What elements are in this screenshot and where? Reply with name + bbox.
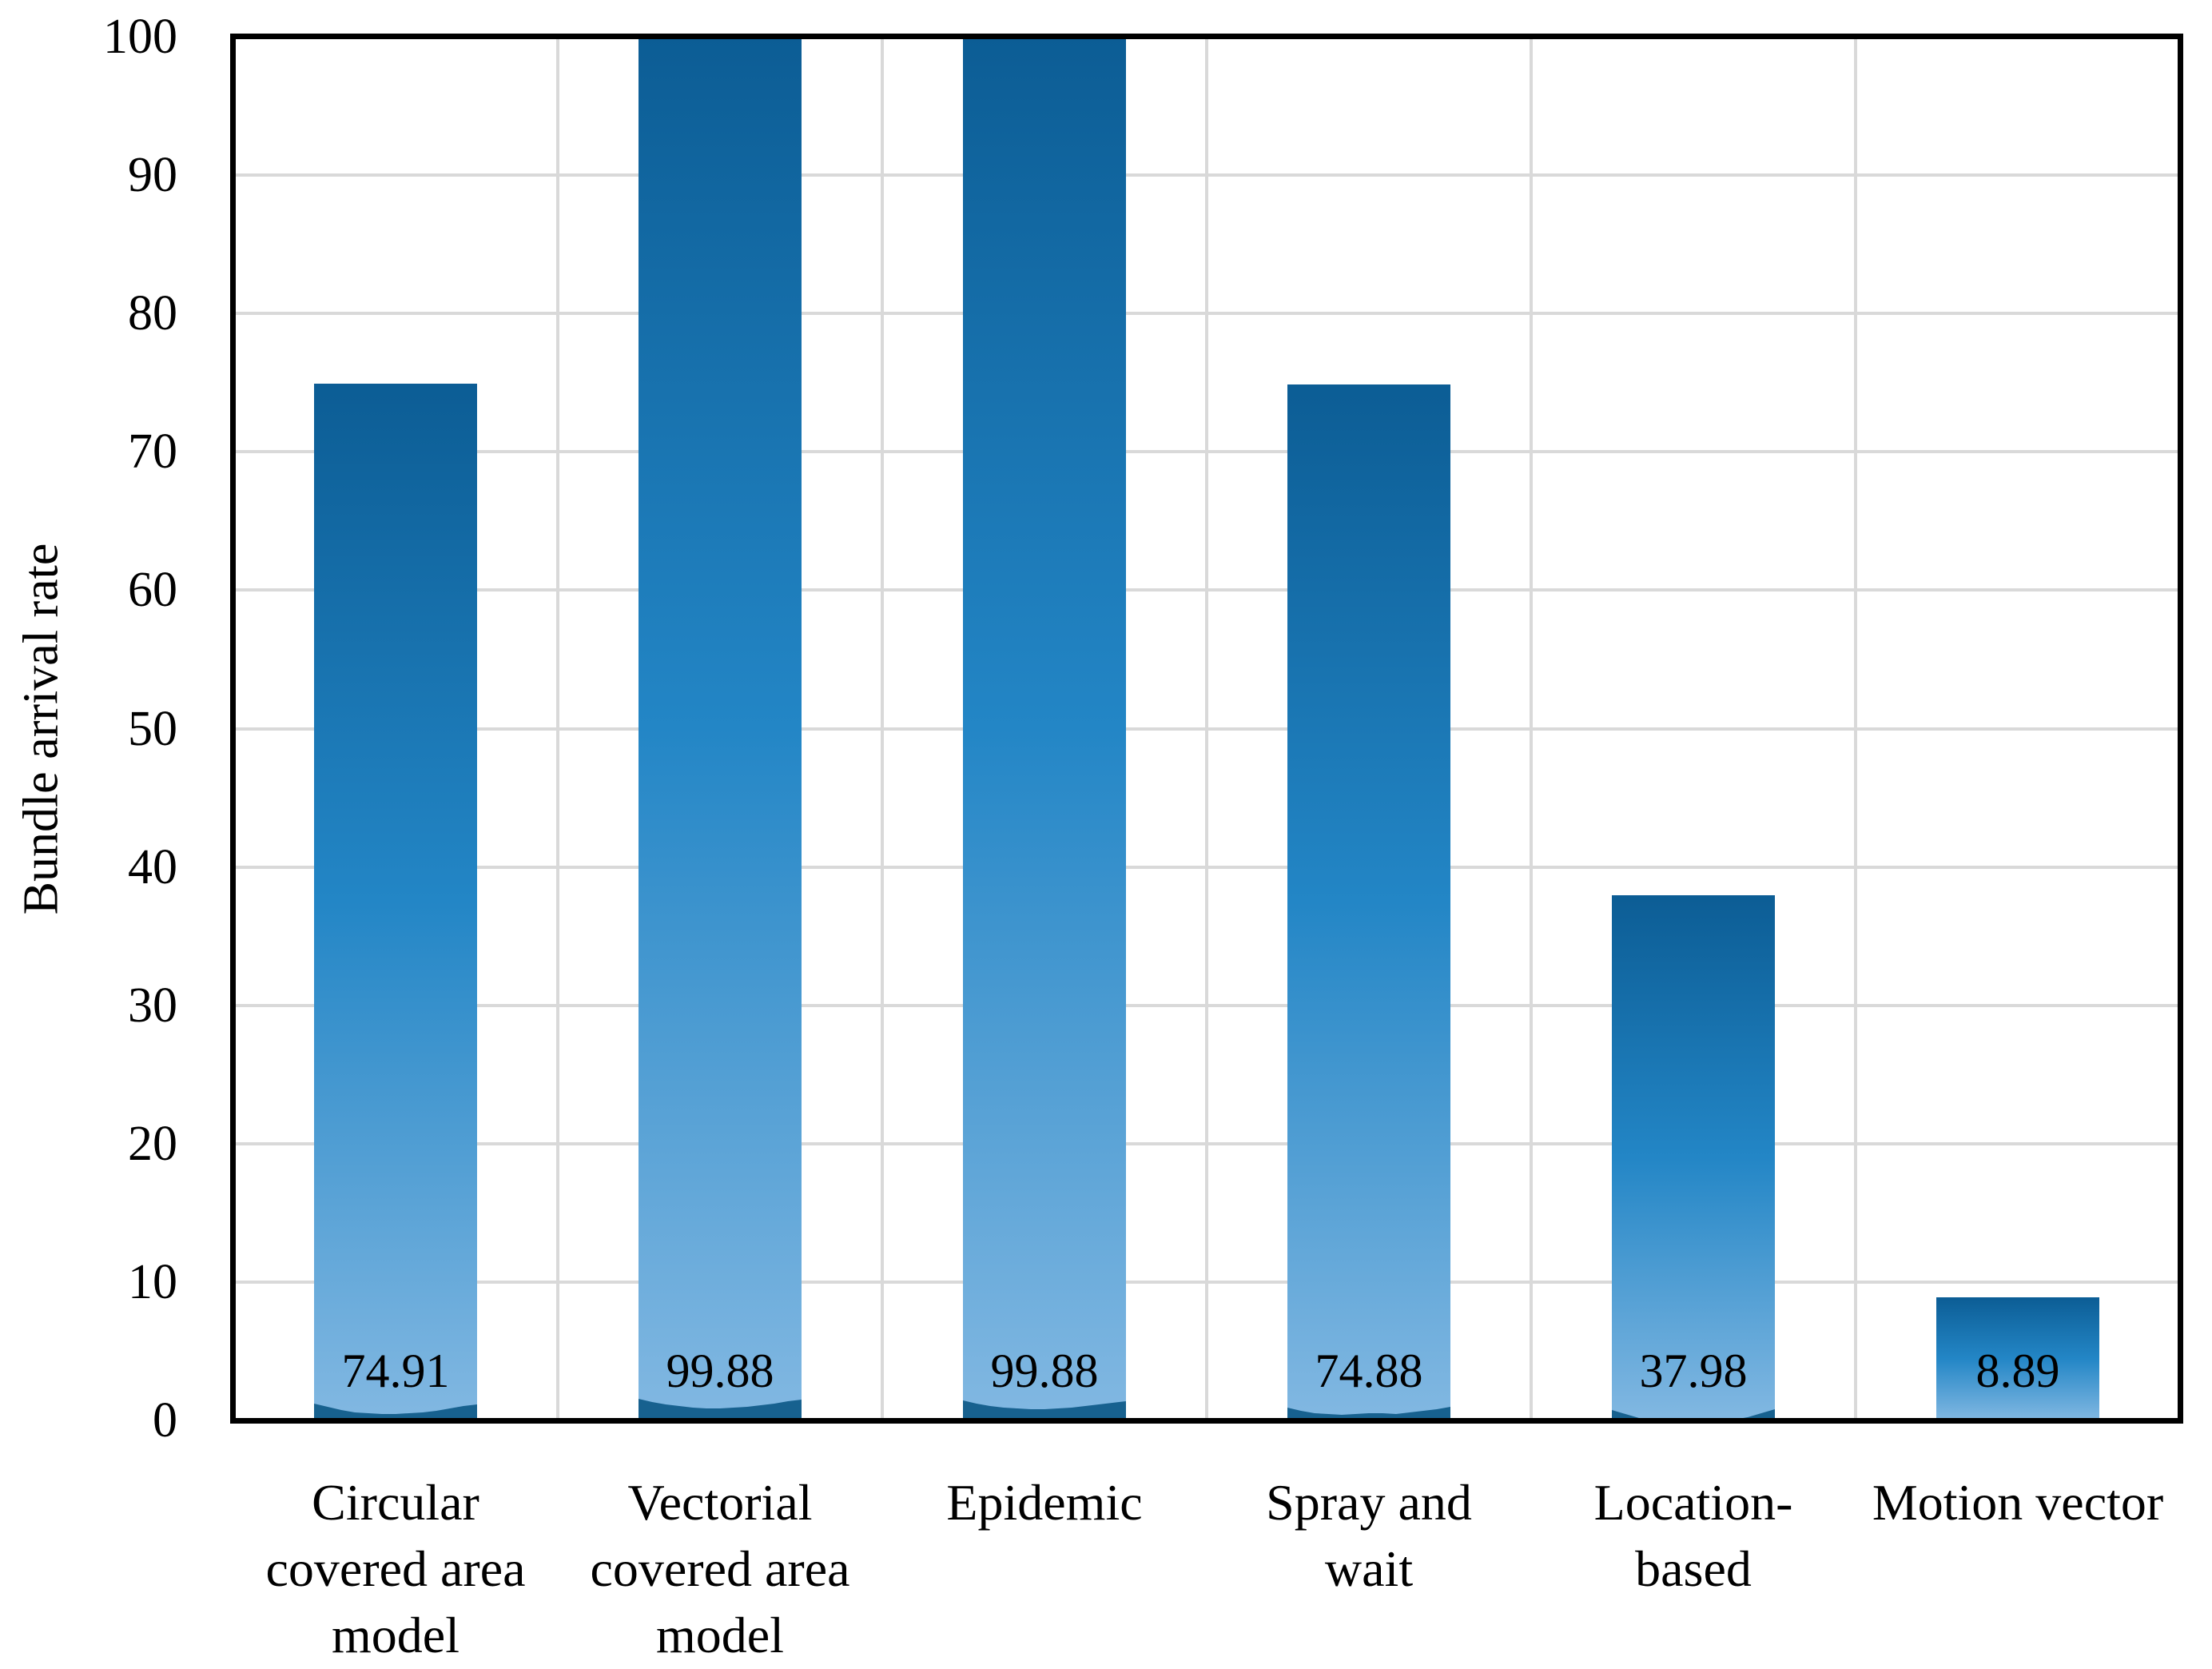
category-label-line: Location- <box>1593 1474 1793 1531</box>
bar-value-label-4: 37.98 <box>1639 1344 1748 1397</box>
bar-value-label-0: 74.91 <box>341 1344 450 1397</box>
y-tick-label-10: 10 <box>128 1254 177 1309</box>
category-label-line: Epidemic <box>946 1474 1143 1531</box>
v-gridline-5 <box>1854 37 1857 1420</box>
bar-base-wave-2 <box>963 1400 1126 1420</box>
category-label-4: Location-based <box>1531 1469 1856 1602</box>
category-label-2: Epidemic <box>882 1469 1207 1536</box>
v-gridline-2 <box>881 37 884 1420</box>
bar-4 <box>1612 894 1775 1420</box>
v-gridline-4 <box>1530 37 1533 1420</box>
bar-0 <box>314 384 477 1420</box>
bar-value-label-3: 74.88 <box>1315 1344 1423 1397</box>
y-tick-label-30: 30 <box>128 978 177 1033</box>
category-label-1: Vectorial covered area model <box>558 1469 882 1668</box>
y-tick-label-40: 40 <box>128 839 177 894</box>
bar-3 <box>1287 384 1450 1420</box>
bar-2 <box>963 38 1126 1420</box>
category-label-line: covered area <box>265 1540 526 1597</box>
bar-base-wave-3 <box>1287 1406 1450 1420</box>
category-label-0: Circular covered area model <box>233 1469 558 1668</box>
y-tick-label-100: 100 <box>103 10 177 64</box>
category-label-line: Spray and <box>1266 1474 1472 1531</box>
y-tick-label-0: 0 <box>153 1393 177 1448</box>
y-tick-label-80: 80 <box>128 286 177 341</box>
category-label-line: Vectorial <box>627 1474 813 1531</box>
y-tick-label-50: 50 <box>128 701 177 756</box>
category-label-line: wait <box>1324 1540 1414 1597</box>
category-label-line: Motion vector <box>1872 1474 2164 1531</box>
v-gridline-1 <box>556 37 559 1420</box>
category-label-line: Circular <box>312 1474 479 1531</box>
plot-area: 74.91 99.88 99.88 74.88 37.98 8.89 <box>230 34 2183 1424</box>
bar-value-label-2: 99.88 <box>990 1344 1099 1397</box>
bar-base-wave-0 <box>314 1403 477 1420</box>
y-tick-label-60: 60 <box>128 563 177 618</box>
y-tick-label-70: 70 <box>128 424 177 480</box>
v-gridline-3 <box>1205 37 1208 1420</box>
bar-1 <box>639 38 802 1420</box>
category-label-line: based <box>1635 1540 1752 1597</box>
y-axis-tick-labels: 0 10 20 30 40 50 60 70 80 90 100 <box>0 0 177 1669</box>
bar-value-label-1: 99.88 <box>666 1344 774 1397</box>
category-label-line: model <box>656 1607 784 1663</box>
category-label-line: model <box>332 1607 460 1663</box>
bar-base-wave-4 <box>1612 1408 1775 1420</box>
category-label-3: Spray and wait <box>1207 1469 1531 1602</box>
y-tick-label-20: 20 <box>128 1116 177 1171</box>
category-label-5: Motion vector <box>1856 1469 2180 1536</box>
bar-value-label-5: 8.89 <box>1975 1344 2060 1397</box>
bar-base-wave-1 <box>639 1398 802 1420</box>
category-label-line: covered area <box>590 1540 850 1597</box>
bar-5 <box>1936 1297 2099 1420</box>
y-tick-label-90: 90 <box>128 148 177 203</box>
